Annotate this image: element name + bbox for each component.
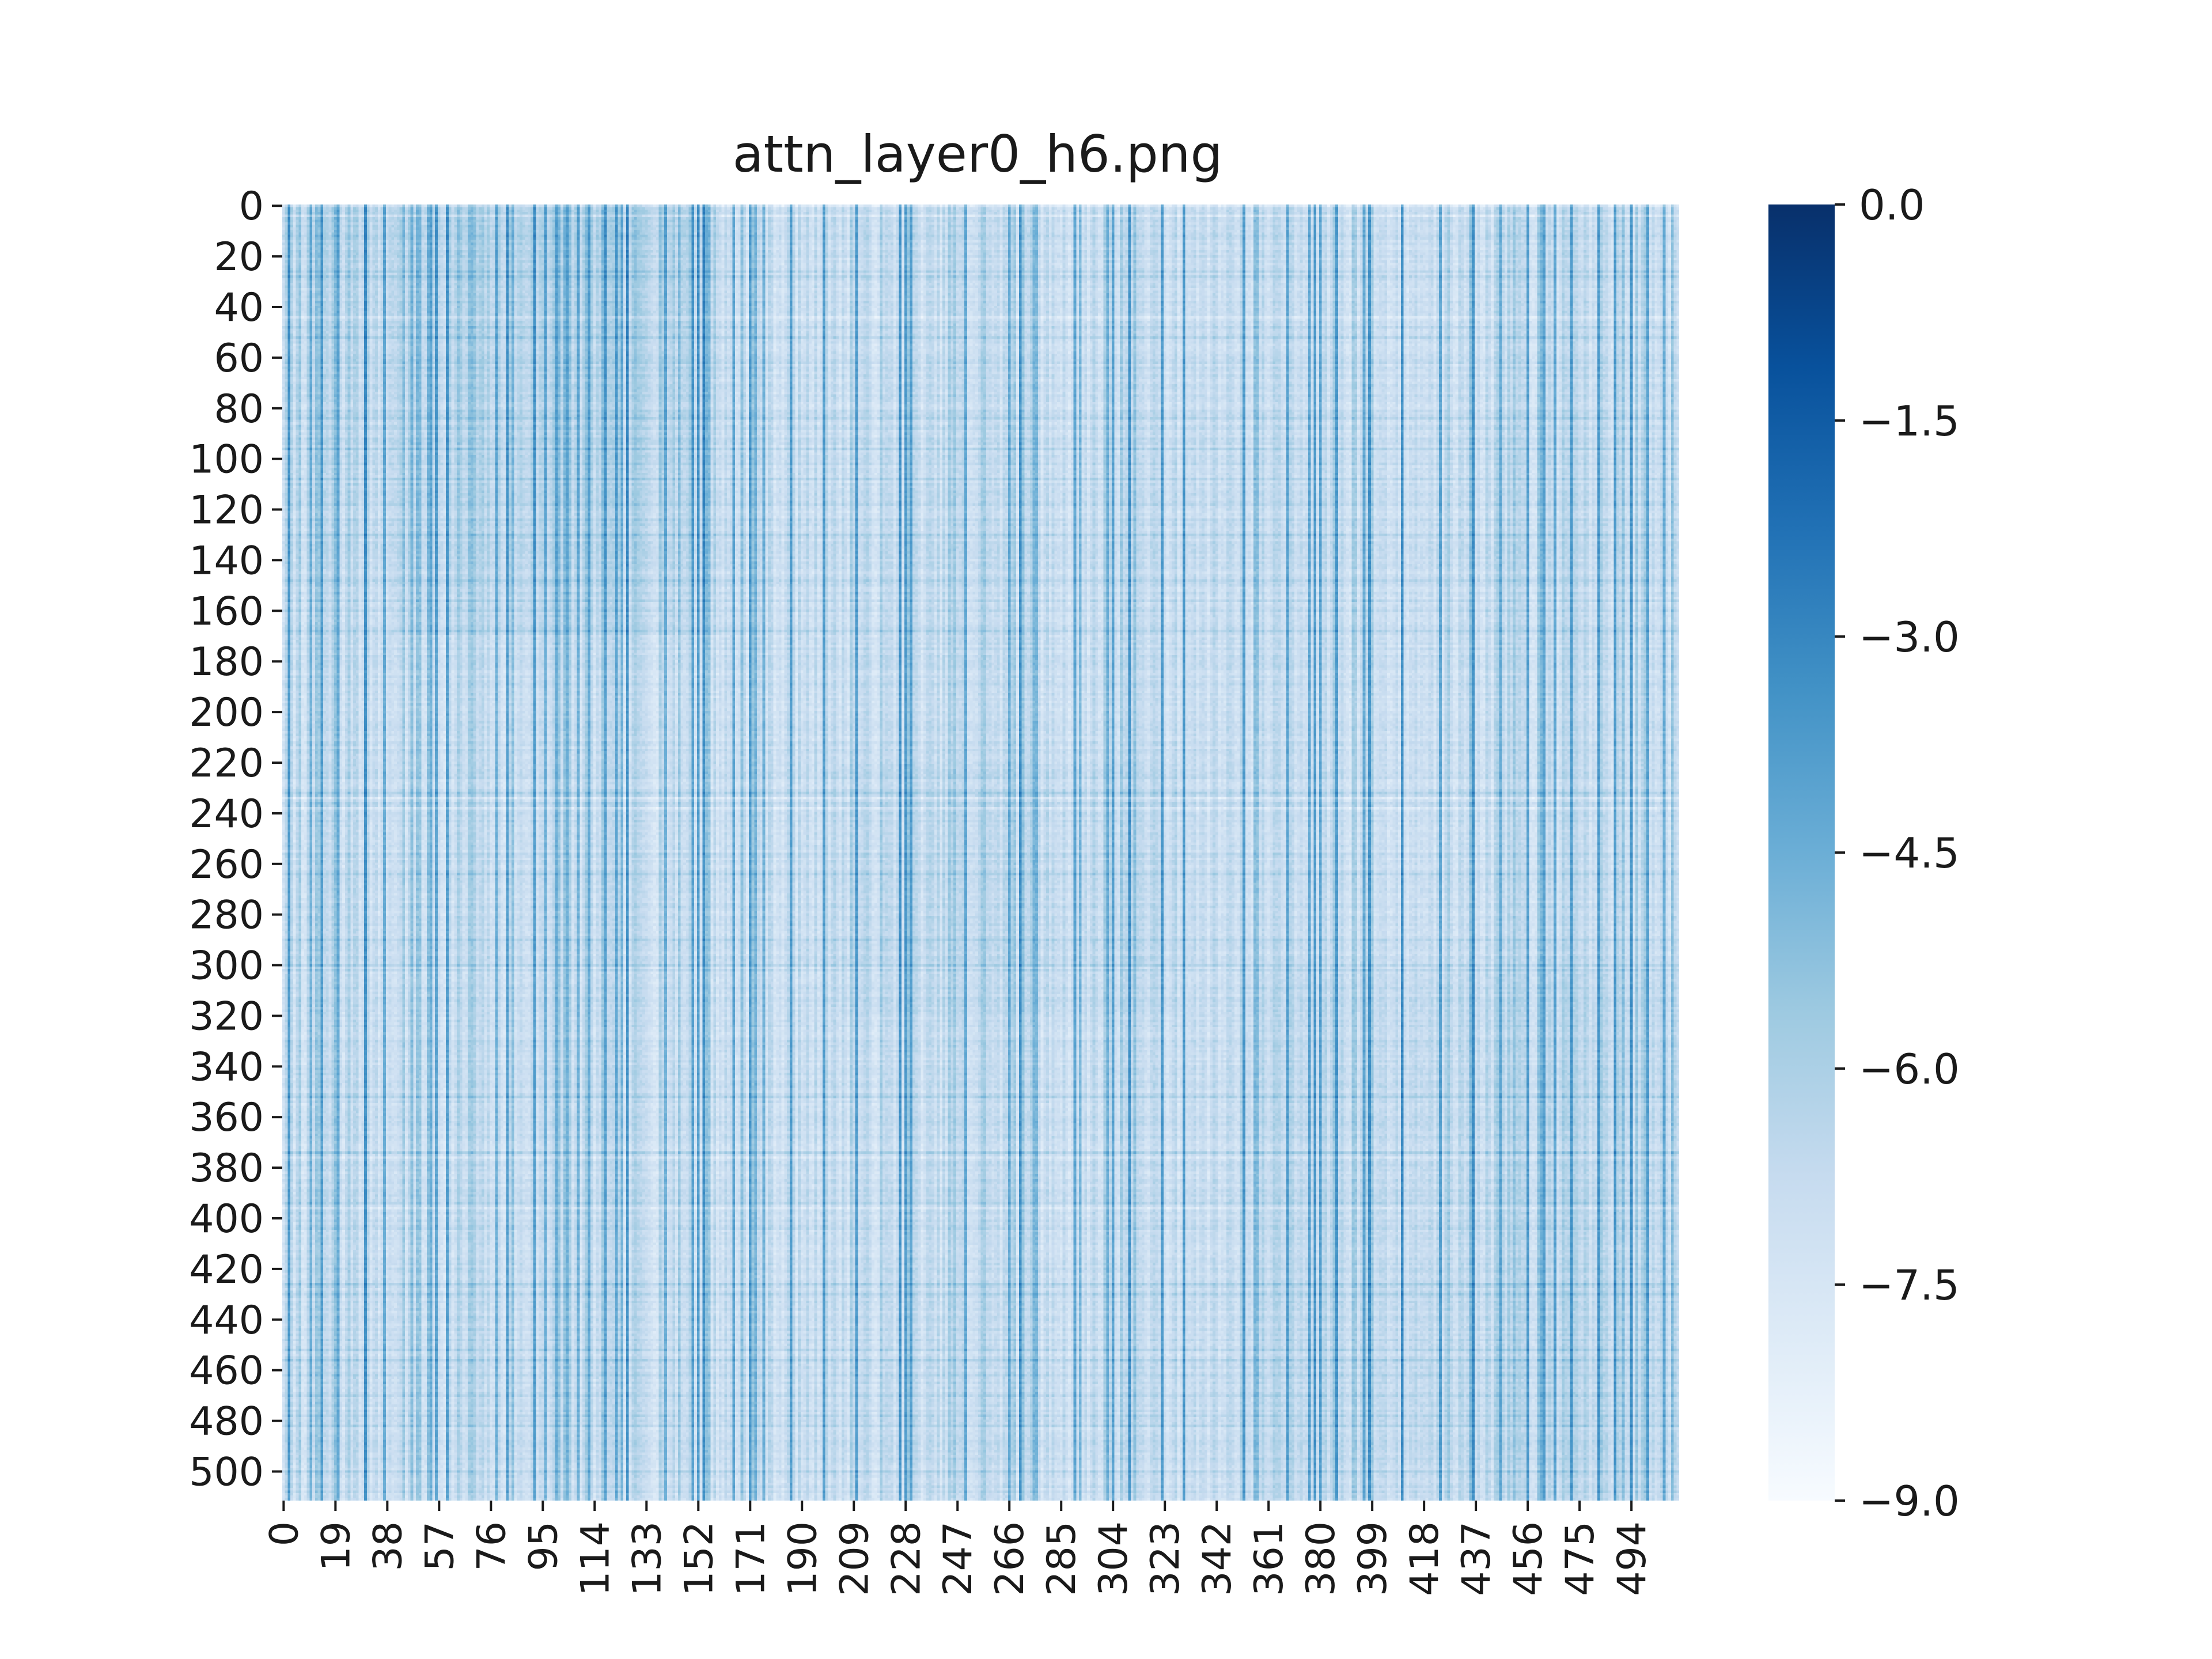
heatmap-cells xyxy=(282,204,1679,1501)
colorbar xyxy=(1768,204,1835,1501)
x-tick-label: 209 xyxy=(832,1521,877,1596)
colorbar-tick-label: −1.5 xyxy=(1859,397,1960,445)
y-tick-label: 120 xyxy=(189,488,264,533)
y-tick-label: 280 xyxy=(189,893,264,938)
x-tick-label: 418 xyxy=(1402,1521,1448,1596)
x-tick-label: 285 xyxy=(1039,1521,1085,1596)
y-tick-label: 300 xyxy=(189,944,264,989)
x-tick-label: 114 xyxy=(573,1521,618,1596)
y-tick-label: 420 xyxy=(189,1247,264,1293)
y-tick-label: 340 xyxy=(189,1044,264,1090)
colorbar-tick-label: −4.5 xyxy=(1859,829,1960,877)
y-tick-label: 100 xyxy=(189,437,264,483)
y-tick-label: 500 xyxy=(189,1449,264,1495)
x-tick-label: 437 xyxy=(1454,1521,1499,1596)
y-tick-label: 40 xyxy=(214,285,264,331)
x-tick-label: 95 xyxy=(521,1521,566,1571)
x-tick-label: 323 xyxy=(1143,1521,1188,1596)
colorbar-tick-label: −6.0 xyxy=(1859,1045,1960,1093)
colorbar-tick-label: 0.0 xyxy=(1859,181,1925,229)
y-tick-label: 180 xyxy=(189,639,264,685)
x-axis: 0 19 38 57 76 95 114 133 152 171 190 209 228 247 266 28… xyxy=(262,1501,1655,1596)
x-tick-label: 152 xyxy=(676,1521,722,1596)
y-tick-label: 260 xyxy=(189,842,264,888)
x-tick-label: 247 xyxy=(935,1521,981,1596)
y-tick-label: 60 xyxy=(214,336,264,381)
y-tick-label: 0 xyxy=(239,184,264,229)
y-tick-label: 140 xyxy=(189,538,264,584)
y-tick-label: 320 xyxy=(189,994,264,1039)
x-tick-label: 57 xyxy=(417,1521,463,1571)
y-tick-label: 460 xyxy=(189,1349,264,1394)
x-tick-label: 456 xyxy=(1506,1521,1551,1596)
x-tick-label: 133 xyxy=(624,1521,670,1596)
y-axis: 0 20 40 60 80 100 120 140 160 180 200 220 240 260 280 3… xyxy=(189,184,282,1495)
y-tick-label: 380 xyxy=(189,1146,264,1191)
x-tick-label: 361 xyxy=(1247,1521,1292,1596)
colorbar-ticks: 0.0 −1.5 −3.0 −4.5 −6.0 −7.5 −9.0 xyxy=(1835,181,1960,1525)
y-tick-label: 480 xyxy=(189,1399,264,1445)
x-tick-label: 304 xyxy=(1091,1521,1137,1596)
y-tick-label: 160 xyxy=(189,589,264,634)
y-tick-label: 80 xyxy=(214,387,264,432)
x-tick-label: 0 xyxy=(262,1521,307,1546)
x-tick-label: 342 xyxy=(1195,1521,1240,1596)
x-tick-label: 399 xyxy=(1350,1521,1396,1596)
x-tick-label: 171 xyxy=(728,1521,774,1596)
y-tick-label: 360 xyxy=(189,1095,264,1141)
x-tick-label: 380 xyxy=(1298,1521,1344,1596)
colorbar-tick-label: −3.0 xyxy=(1859,613,1960,661)
y-tick-label: 200 xyxy=(189,690,264,736)
x-tick-label: 38 xyxy=(365,1521,411,1571)
chart-title: attn_layer0_h6.png xyxy=(733,124,1223,184)
x-tick-label: 266 xyxy=(987,1521,1033,1596)
x-tick-label: 494 xyxy=(1609,1521,1655,1596)
x-tick-label: 19 xyxy=(313,1521,359,1571)
y-tick-label: 400 xyxy=(189,1196,264,1242)
x-tick-label: 190 xyxy=(780,1521,825,1596)
x-tick-label: 228 xyxy=(884,1521,929,1596)
y-tick-label: 220 xyxy=(189,741,264,786)
y-tick-label: 240 xyxy=(189,791,264,837)
x-tick-label: 76 xyxy=(469,1521,514,1571)
x-tick-label: 475 xyxy=(1558,1521,1603,1596)
heatmap-grid xyxy=(282,204,1679,1501)
colorbar-tick-label: −7.5 xyxy=(1859,1261,1960,1309)
y-tick-label: 20 xyxy=(214,234,264,280)
y-tick-label: 440 xyxy=(189,1298,264,1343)
colorbar-tick-label: −9.0 xyxy=(1859,1477,1960,1525)
